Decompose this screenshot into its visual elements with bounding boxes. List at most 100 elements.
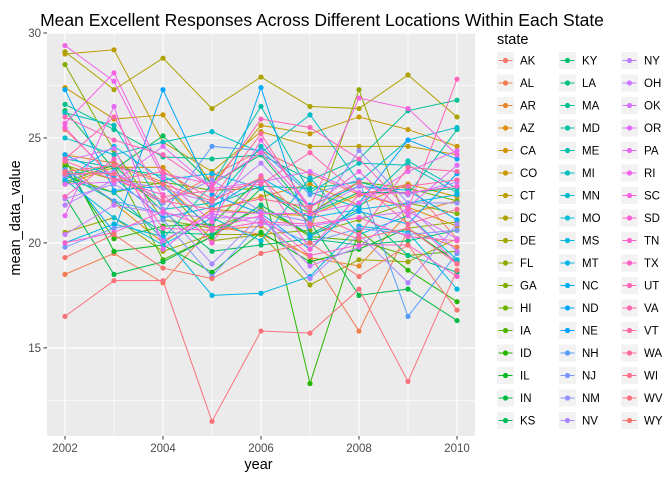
legend-key-point <box>564 80 571 86</box>
data-point <box>405 126 411 133</box>
legend-label: KS <box>520 416 536 428</box>
legend-item-ct: CT <box>497 187 535 204</box>
legend-item-wy: WY <box>621 412 663 429</box>
data-point <box>160 217 166 223</box>
data-point <box>160 133 166 139</box>
legend-label: NJ <box>582 371 596 383</box>
legend-key-point <box>502 305 509 311</box>
legend-label: LA <box>582 78 596 90</box>
data-point <box>356 156 362 162</box>
data-point <box>307 112 313 118</box>
legend-label: ID <box>520 348 532 360</box>
data-point <box>111 122 117 128</box>
data-point <box>307 168 313 175</box>
data-point <box>258 242 264 248</box>
data-point <box>62 135 68 141</box>
y-tick-label: 25 <box>28 133 41 145</box>
legend-item-mi: MI <box>559 164 595 182</box>
data-point <box>454 162 460 168</box>
legend-item-al: AL <box>497 74 535 92</box>
data-point <box>307 252 313 259</box>
legend-key-point <box>502 372 509 379</box>
data-point <box>111 202 117 208</box>
data-point <box>405 189 411 196</box>
legend-key-point <box>564 372 571 379</box>
data-point <box>62 181 68 187</box>
data-point <box>111 221 117 227</box>
data-point <box>62 313 68 319</box>
legend-key-point <box>564 350 571 356</box>
legend-key-point <box>564 102 571 109</box>
data-point <box>258 143 264 149</box>
data-point <box>62 202 68 208</box>
series-wi <box>62 162 460 267</box>
data-point <box>307 103 313 110</box>
data-point <box>209 105 215 112</box>
data-point <box>62 244 68 250</box>
legend-item-ar: AR <box>497 97 536 114</box>
data-point <box>454 152 460 158</box>
series-vt <box>62 131 460 238</box>
legend-key-point <box>626 147 633 154</box>
legend-key-point <box>502 125 509 131</box>
data-point <box>209 261 215 267</box>
legend-item-tn: TN <box>621 232 659 249</box>
legend-label: UT <box>644 281 659 293</box>
data-point <box>356 208 362 215</box>
data-point <box>356 257 362 263</box>
data-point <box>258 131 264 137</box>
data-point <box>62 158 68 164</box>
legend-item-ny: NY <box>621 52 660 69</box>
legend-label: AR <box>520 101 536 113</box>
data-point <box>209 171 215 177</box>
data-point <box>405 259 411 265</box>
data-point <box>160 168 166 175</box>
data-point <box>258 116 264 122</box>
legend-label: MA <box>582 101 600 113</box>
data-point <box>405 105 411 112</box>
legend-label: TX <box>644 258 659 270</box>
data-point <box>356 292 362 298</box>
legend-label: AZ <box>520 123 535 135</box>
x-tick-label: 2004 <box>150 443 176 455</box>
legend-label: NE <box>582 326 598 338</box>
legend-item-nv: NV <box>559 412 598 429</box>
legend-label: WA <box>644 348 662 360</box>
legend-key-point <box>502 215 509 221</box>
data-point <box>356 286 362 292</box>
data-point <box>209 248 215 254</box>
data-point <box>356 87 362 93</box>
data-point <box>160 225 166 231</box>
data-point <box>62 177 68 183</box>
data-point <box>307 175 313 181</box>
legend-item-la: LA <box>559 74 596 92</box>
legend-key-point <box>502 417 509 424</box>
legend-key-point <box>626 57 633 64</box>
data-point <box>454 206 460 212</box>
legend-key-point <box>564 57 571 64</box>
data-point <box>307 181 313 187</box>
data-point <box>258 213 264 219</box>
data-point <box>307 282 313 288</box>
legend-key-point <box>502 282 509 289</box>
legend-key-point <box>626 260 633 266</box>
data-point <box>356 143 362 149</box>
series-wa <box>62 171 460 227</box>
legend-label: ND <box>582 303 599 315</box>
legend-key-point <box>564 192 571 199</box>
data-point <box>209 181 215 187</box>
data-point <box>111 156 117 162</box>
legend-key-point <box>564 215 571 221</box>
legend-item-wi: WI <box>621 367 658 384</box>
data-point <box>307 275 313 282</box>
data-point <box>258 181 264 187</box>
data-point <box>454 273 460 280</box>
data-point <box>160 208 166 215</box>
data-point <box>405 183 411 189</box>
data-point <box>307 215 313 221</box>
legend-label: OH <box>644 78 661 90</box>
legend-label: WV <box>644 393 663 405</box>
data-point <box>160 87 166 93</box>
legend-key-point <box>564 170 571 176</box>
data-point <box>160 229 166 236</box>
